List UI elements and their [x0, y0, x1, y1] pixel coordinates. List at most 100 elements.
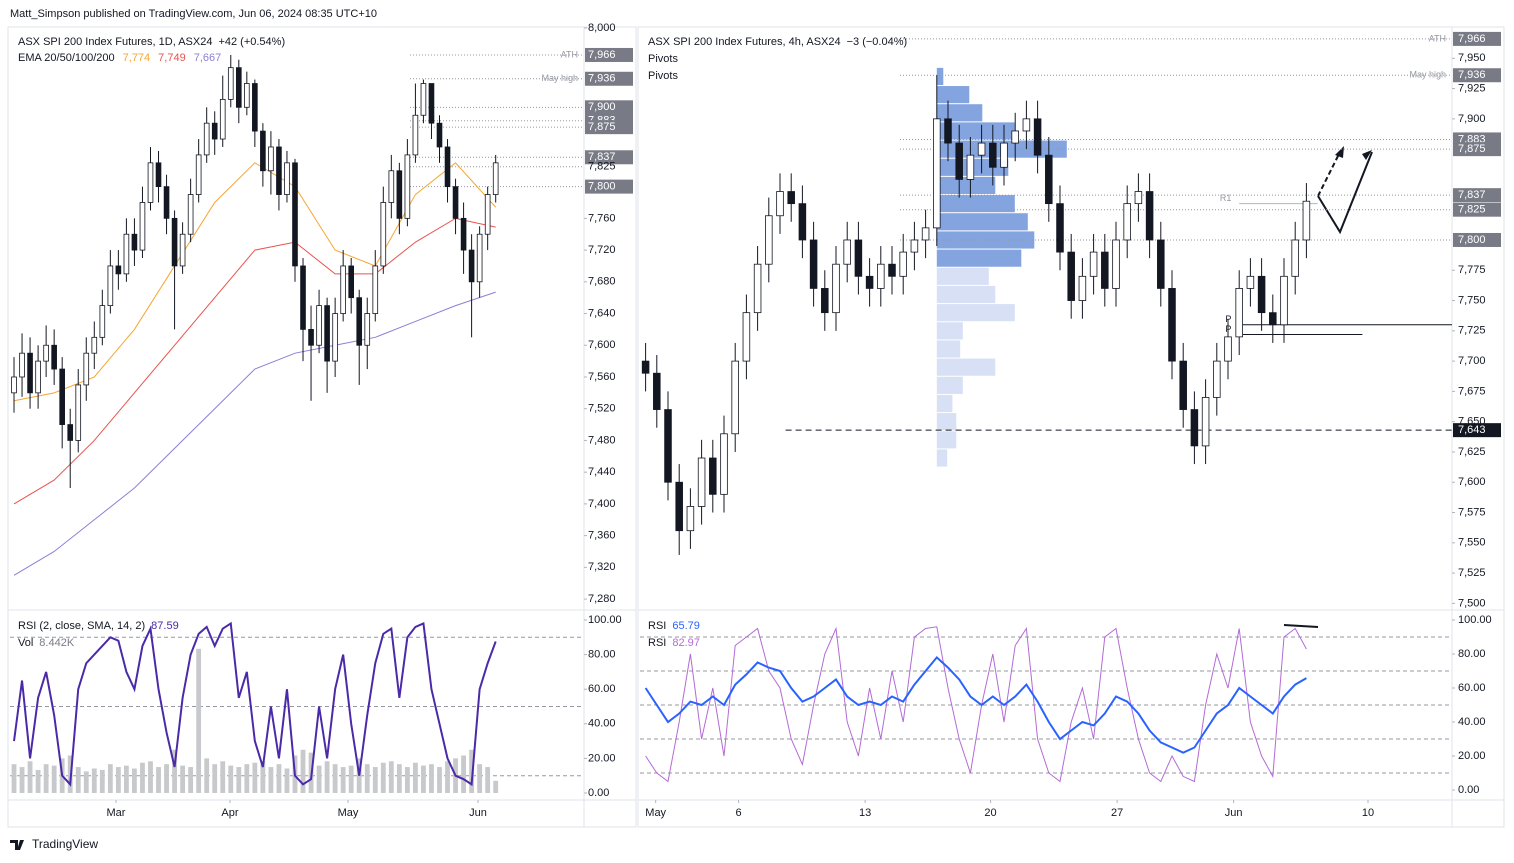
volume-profile-bar — [936, 104, 983, 122]
volume-label: Vol — [18, 637, 33, 649]
volume-bar — [204, 758, 210, 793]
candle-body — [372, 265, 379, 314]
candle-body — [43, 344, 49, 362]
candle-body — [787, 191, 795, 205]
price-level-label: 7,825 — [588, 161, 616, 173]
volume-bar — [252, 762, 258, 793]
price-level-box — [585, 120, 633, 135]
candle-body — [1101, 251, 1109, 289]
candle-body — [765, 215, 773, 265]
candle-body — [1045, 154, 1053, 205]
candle-body — [51, 344, 57, 370]
y-tick-label: 7,680 — [588, 276, 616, 288]
candle-body — [1291, 239, 1299, 277]
candle-body — [686, 506, 695, 532]
candle-body — [292, 162, 298, 267]
volume-profile-bar — [936, 394, 953, 413]
y-tick-label: 7,400 — [588, 498, 616, 510]
candle-body — [933, 118, 941, 229]
price-level-label: 7,825 — [1458, 204, 1486, 216]
rsi-tick-label: 80.00 — [588, 649, 616, 661]
price-level-label: 7,800 — [588, 181, 616, 193]
candle-body — [1235, 288, 1243, 338]
x-tick-label: Jun — [469, 807, 487, 819]
rsi-value: 87.59 — [151, 620, 179, 632]
y-tick-label: 7,600 — [588, 339, 616, 351]
candle-body — [35, 360, 41, 394]
volume-bar — [156, 767, 161, 793]
volume-bar — [180, 765, 186, 793]
candle-body — [843, 239, 851, 265]
y-tick-label: 7,900 — [1458, 113, 1486, 125]
candle-body — [1022, 118, 1031, 132]
price-level-label: 7,936 — [1458, 69, 1486, 81]
y-tick-label: 7,550 — [1458, 537, 1486, 549]
x-tick-label: 10 — [1362, 807, 1374, 819]
candle-body — [854, 239, 863, 277]
volume-bar — [107, 764, 113, 793]
candle-body — [155, 162, 162, 188]
candle-body — [1011, 130, 1019, 144]
candle-body — [1168, 288, 1176, 362]
y-tick-label: 7,525 — [1458, 567, 1486, 579]
volume-bar — [461, 755, 466, 793]
rsi-tick-label: 40.00 — [1458, 716, 1486, 728]
volume-bar — [437, 767, 442, 793]
price-level-tag: May high — [1409, 70, 1446, 80]
candle-body — [235, 67, 242, 108]
candle-body — [1000, 142, 1008, 168]
volume-bar — [244, 764, 250, 793]
price-level-box — [585, 71, 633, 86]
candle-body — [697, 457, 706, 507]
candle-body — [219, 98, 226, 140]
candle-body — [888, 263, 896, 277]
candle-body — [179, 233, 186, 267]
y-tick-label: 7,720 — [588, 244, 616, 256]
right-frame — [637, 26, 1505, 828]
volume-profile-bar — [936, 449, 948, 467]
rsi-tick-label: 0.00 — [588, 787, 609, 799]
volume-bar — [429, 764, 434, 793]
candle-body — [1056, 203, 1064, 253]
candle-body — [1067, 251, 1075, 301]
candle-body — [276, 146, 282, 195]
price-level-label: 7,837 — [588, 151, 616, 163]
candle-body — [1145, 191, 1154, 241]
price-level-box — [1453, 202, 1501, 217]
indicator-value: 7,667 — [194, 52, 222, 64]
rsi-tick-label: 20.00 — [588, 752, 616, 764]
x-tick-label: 6 — [735, 807, 741, 819]
candle-body — [107, 265, 114, 307]
candle-body — [316, 305, 322, 346]
candle-body — [420, 83, 427, 116]
price-level-label: 7,900 — [588, 101, 616, 113]
y-tick-label: 7,575 — [1458, 506, 1486, 518]
volume-bar — [324, 761, 330, 793]
candle-body — [1078, 275, 1087, 301]
y-tick-label: 8,000 — [588, 22, 616, 34]
price-level-label: 7,643 — [1458, 424, 1486, 436]
volume-bar — [372, 767, 378, 793]
candle-body — [412, 114, 419, 156]
volume-bar — [11, 764, 17, 793]
candle-body — [1213, 360, 1221, 398]
candle-body — [396, 170, 403, 219]
y-tick-label: 7,600 — [1458, 476, 1486, 488]
candle-body — [340, 265, 346, 314]
volume-bar — [228, 765, 234, 793]
candle-body — [380, 202, 387, 267]
volume-profile-bar — [936, 304, 1015, 322]
volume-bar — [115, 767, 121, 793]
volume-bar — [413, 762, 418, 793]
candle-body — [989, 142, 997, 168]
volume-bar — [485, 767, 491, 793]
header: Matt_Simpson published on TradingView.co… — [10, 8, 377, 20]
candle-body — [832, 263, 840, 314]
rsi-legend-value: 65.79 — [672, 620, 700, 632]
volume-bar — [388, 761, 394, 793]
rsi-legend-value: 82.97 — [672, 637, 700, 649]
candle-body — [203, 122, 210, 156]
candle-body — [195, 154, 202, 195]
y-tick-label: 7,675 — [1458, 385, 1486, 397]
